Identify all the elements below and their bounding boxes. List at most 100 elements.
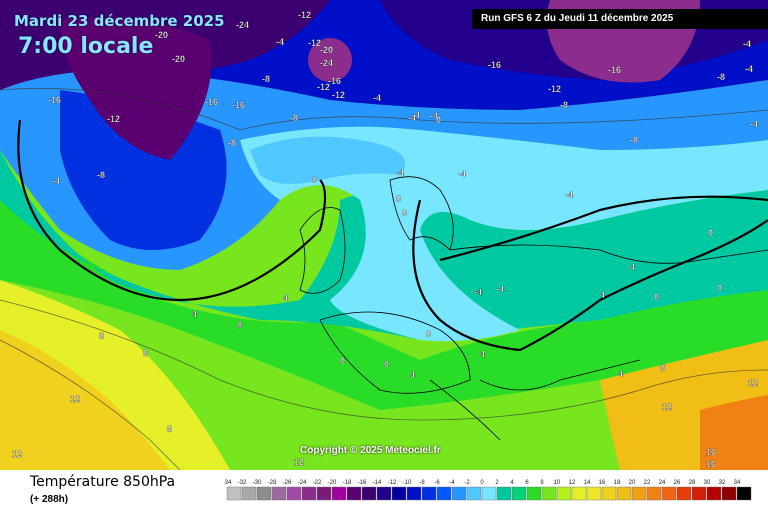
isotherm-label: -4 (496, 284, 504, 294)
scale-label: -30 (253, 480, 262, 486)
scale-color-box (391, 486, 407, 501)
isotherm-label: -20 (155, 30, 168, 40)
isotherm-label: -16 (608, 65, 621, 75)
scale-color-box (286, 486, 302, 501)
scale-color-box (436, 486, 452, 501)
isotherm-label: 0 (340, 356, 345, 366)
color-scale-legend: -34-32-30-28-26-24-22-20-18-16-14-12-10-… (224, 480, 752, 501)
scale-color-box (451, 486, 467, 501)
isotherm-label: -4 (474, 287, 482, 297)
isotherm-label: -4 (276, 37, 284, 47)
british-isles-outline (299, 207, 346, 294)
isotherm-label: -4 (743, 39, 751, 49)
scale-label: 12 (569, 480, 576, 486)
isotherm-label: 0 (384, 359, 389, 369)
scale-color-box (601, 486, 617, 501)
scale-label: -20 (328, 480, 337, 486)
scale-color-box (691, 486, 707, 501)
isotherm-label: 16 (706, 459, 716, 469)
temperature-map: -20 -24 -20 -16 -16 -12 -8 -4 -8 -4 -12 -12 -16 -8 -20… (0, 0, 768, 470)
isotherm-label: 0 (717, 283, 722, 293)
isotherm-labels: -20-24-20-16 -16-12-8-4-8-4-12-12-16-8-20… (12, 10, 758, 469)
scale-color-box (226, 486, 242, 501)
isotherm-label: -12 (317, 82, 330, 92)
isotherm-label: -16 (488, 60, 501, 70)
scale-label: 24 (659, 480, 666, 486)
isotherm-label: -4 (565, 190, 573, 200)
isotherm-label: 0 (436, 115, 441, 125)
scale-color-box (421, 486, 437, 501)
scale-label: -14 (373, 480, 382, 486)
scale-label: 22 (644, 480, 651, 486)
scale-label: -18 (343, 480, 352, 486)
scale-label: 30 (704, 480, 711, 486)
isotherm-label: -8 (290, 113, 298, 123)
isotherm-label: 4 (630, 262, 635, 272)
scale-color-box (376, 486, 392, 501)
isotherm-label: -8 (97, 170, 105, 180)
scale-color-box (271, 486, 287, 501)
scale-color-box (466, 486, 482, 501)
isotherm-label: -8 (717, 72, 725, 82)
isotherm-label: -8 (228, 138, 236, 148)
mild-zone (0, 200, 768, 410)
scale-label: 10 (554, 480, 561, 486)
scale-label: 0 (480, 480, 484, 486)
isotherm-label: -4 (373, 93, 381, 103)
scale-color-box (346, 486, 362, 501)
isotherm-label: -16 (48, 95, 61, 105)
scale-color-box (631, 486, 647, 501)
scale-label: 14 (584, 480, 591, 486)
isotherm-label: -12 (548, 84, 561, 94)
run-info: Run GFS 6 Z du Jeudi 11 décembre 2025 (472, 9, 768, 29)
scale-label: -16 (358, 480, 367, 486)
scale-label: 34 (734, 480, 741, 486)
forecast-date: Mardi 23 décembre 2025 (14, 12, 225, 30)
scale-label: 20 (629, 480, 636, 486)
isotherm-label: 16 (706, 447, 716, 457)
zero-isotherm-east (412, 199, 768, 352)
isotherm-label: -16 (328, 76, 341, 86)
isotherm-label: -20 (320, 45, 333, 55)
isotherm-label: -4 (412, 110, 420, 120)
scale-color-box (736, 486, 752, 501)
scale-labels: -34-32-30-28-26-24-22-20-18-16-14-12-10-… (224, 480, 741, 486)
scale-color-box (496, 486, 512, 501)
isotherm-line-cold (0, 87, 768, 131)
scale-label: 8 (540, 480, 544, 486)
cold-zone-light (240, 126, 768, 342)
scale-label: 28 (689, 480, 696, 486)
scale-color-box (541, 486, 557, 501)
scale-color-box (706, 486, 722, 501)
isotherm-label: -4 (745, 64, 753, 74)
isotherm-label: -12 (107, 114, 120, 124)
scale-label: 18 (614, 480, 621, 486)
isotherm-label: -4 (408, 113, 416, 123)
scale-color-box (586, 486, 602, 501)
hot-zone-southeast (700, 395, 768, 470)
isotherm-label: 8 (167, 424, 172, 434)
isotherm-label: 0 (426, 329, 431, 339)
scale-label: 4 (510, 480, 514, 486)
isotherm-line-southwest (0, 339, 181, 470)
forecast-time: 7:00 locale (18, 34, 154, 59)
scale-label: -34 (224, 480, 232, 486)
footer: Température 850hPa (+ 288h) -34-32-30-28… (0, 470, 768, 512)
isotherm-line-warm (0, 299, 768, 421)
cold-zone-mid (250, 136, 405, 184)
isotherm-label: -8 (262, 74, 270, 84)
isotherm-label: -4 (750, 119, 758, 129)
isotherm-label: 8 (143, 348, 148, 358)
isotherm-label: 4 (283, 293, 288, 303)
scale-color-box (361, 486, 377, 501)
isotherm-label: -12 (332, 90, 345, 100)
variable-name: Température 850hPa (30, 474, 176, 490)
isotherm-label: -24 (236, 20, 249, 30)
scale-color-box (316, 486, 332, 501)
scale-label: -8 (419, 480, 425, 486)
scale-label: -6 (434, 480, 440, 486)
isotherm-label: 8 (99, 331, 104, 341)
isotherm-label: 12 (70, 394, 80, 404)
isotherm-label: 8 (660, 363, 665, 373)
mediterranean-outline (429, 359, 641, 441)
